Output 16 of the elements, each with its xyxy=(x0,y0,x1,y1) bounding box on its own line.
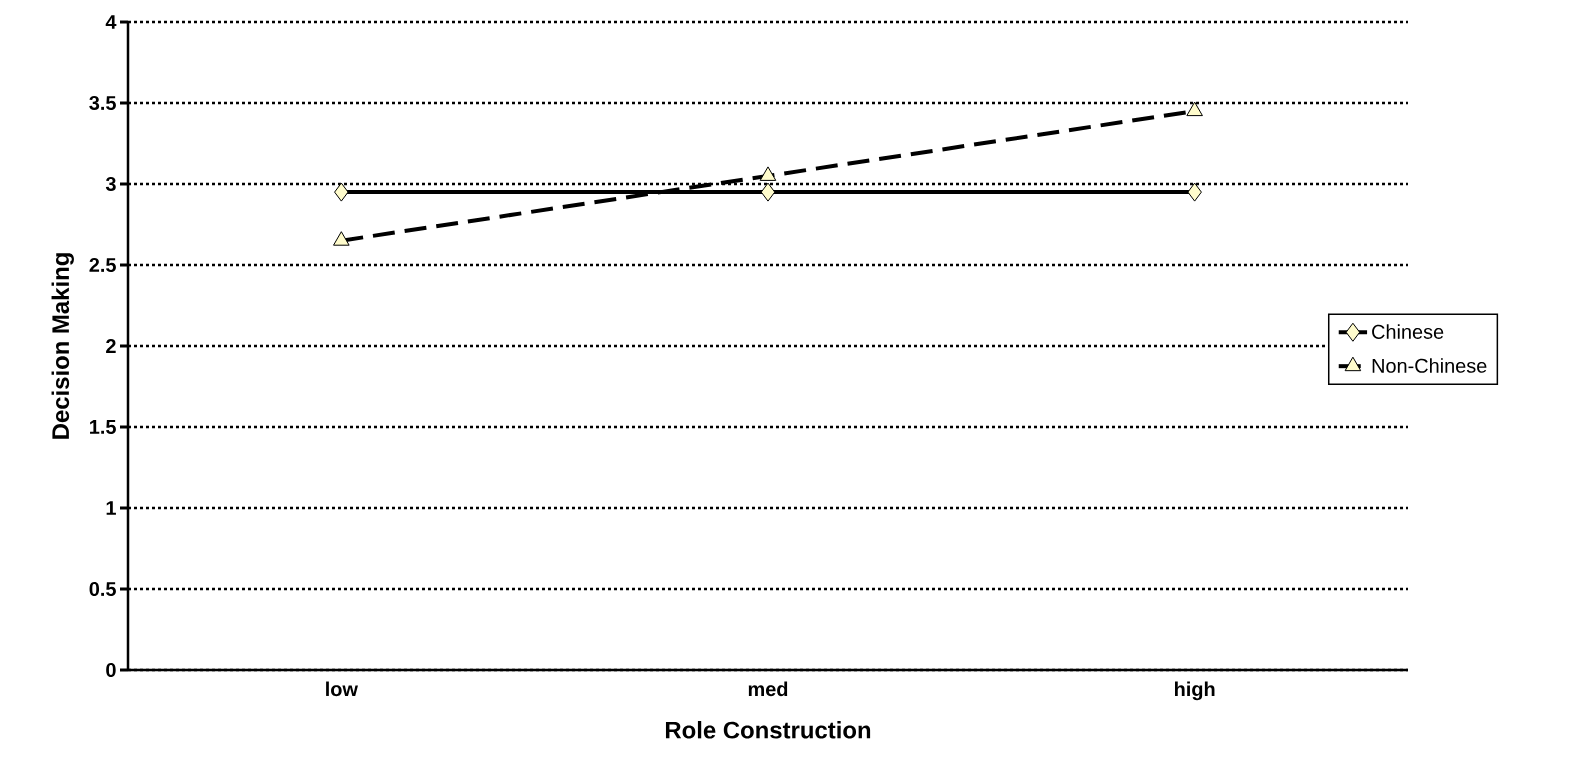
y-tick-label: 0.5 xyxy=(89,581,116,597)
x-tick-label: high xyxy=(1175,681,1215,701)
legend-label: Chinese xyxy=(1372,324,1444,339)
x-tick-label: low xyxy=(326,681,358,697)
x-axis-title: Role Construction xyxy=(665,721,871,739)
y-tick-label: 2 xyxy=(106,339,116,353)
y-tick-label: 1 xyxy=(106,501,116,515)
y-tick-label: 1.5 xyxy=(90,420,116,434)
y-tick-label: 3 xyxy=(105,176,116,192)
y-tick-label: 4 xyxy=(105,15,117,29)
y-tick-label: 3.5 xyxy=(89,95,116,111)
legend-label: Non-Chinese xyxy=(1372,358,1487,373)
y-tick-label: 2.5 xyxy=(89,257,116,273)
y-tick-label: 0 xyxy=(106,662,116,678)
x-tick-label: med xyxy=(748,681,788,697)
y-axis-title: Decision Making xyxy=(51,253,74,439)
